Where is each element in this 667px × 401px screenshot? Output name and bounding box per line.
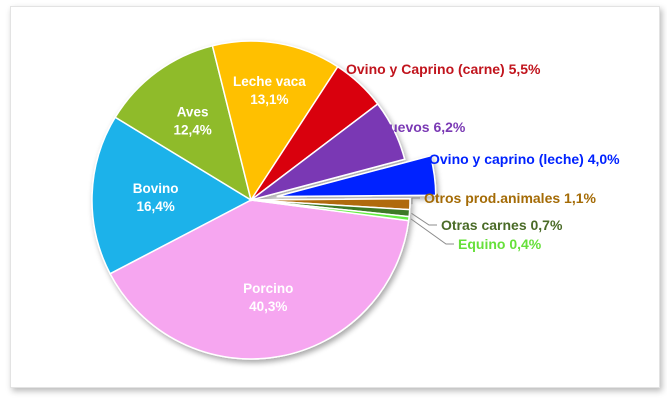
slice-label-ovino-y-caprino-leche: Ovino y caprino (leche) 4,0% (429, 151, 620, 167)
leader-line-otros-prod-animales (411, 197, 420, 205)
slice-label-bovino: Bovino 16,4% (133, 181, 179, 214)
slice-label-equino: Equino 0,4% (458, 236, 542, 252)
slice-label-otros-prod-animales: Otros prod.animales 1,1% (424, 190, 596, 206)
slice-label-huevos: Huevos 6,2% (379, 119, 466, 135)
chart-frame: Porcino 40,3% Bovino 16,4% Aves 12,4% Leche va… (10, 6, 660, 388)
leader-line-otras-carnes (411, 212, 437, 226)
pie-slice-porcino (109, 199, 410, 360)
leader-line-equino (410, 218, 454, 245)
pie-chart: Porcino 40,3% Bovino 16,4% Aves 12,4% Leche va… (91, 40, 620, 360)
slice-label-aves: Aves 12,4% (173, 105, 211, 138)
pie-slice-equino (250, 199, 410, 222)
slice-label-ovino-y-caprino-carne: Ovino y Caprino (carne) 5,5% (346, 61, 541, 77)
slice-label-leche-vaca: Leche vaca 13,1% (233, 74, 306, 107)
slice-label-otras-carnes: Otras carnes 0,7% (441, 217, 563, 233)
slice-label-porcino: Porcino 40,3% (243, 281, 293, 314)
pie-slice-aves (114, 44, 253, 202)
pie-slice-ovino-y-caprino-leche (276, 154, 437, 198)
pie-slice-bovino (91, 116, 253, 275)
pie-slice-huevos (250, 102, 406, 201)
pie-slice-leche-vaca (211, 40, 339, 202)
